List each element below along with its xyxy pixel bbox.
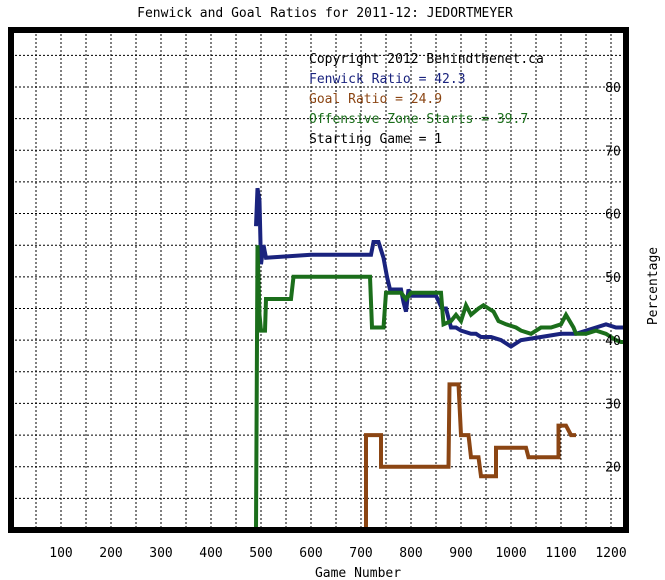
series-group [254, 187, 626, 531]
legend-entry: Fenwick Ratio = 42.3 [309, 72, 466, 87]
y-tick-label: 70 [605, 144, 621, 159]
y-tick-label: 40 [605, 334, 621, 349]
chart-title: Fenwick and Goal Ratios for 2011-12: JED… [137, 6, 513, 21]
x-tick-label: 400 [199, 546, 222, 561]
x-tick-label: 500 [249, 546, 272, 561]
series-line-2 [364, 382, 576, 530]
legend-entry: Starting Game = 1 [309, 132, 442, 147]
x-tick-label: 800 [399, 546, 422, 561]
y-axis-title: Percentage [646, 247, 661, 325]
legend-entry: Offensive Zone Starts = 39.7 [309, 112, 528, 127]
x-axis-title: Game Number [315, 566, 401, 580]
x-tick-label: 700 [349, 546, 372, 561]
x-tick-label: 1100 [545, 546, 576, 561]
y-tick-label: 20 [605, 461, 621, 476]
x-tick-label: 100 [49, 546, 72, 561]
x-tick-label: 1200 [595, 546, 626, 561]
x-tick-label: 1000 [495, 546, 526, 561]
legend-entry: Copyright 2012 Behindthenet.ca [309, 52, 544, 67]
x-tick-label: 300 [149, 546, 172, 561]
series-line-1 [254, 245, 626, 531]
x-tick-label: 200 [99, 546, 122, 561]
plot-frame [8, 27, 629, 533]
legend-entry: Goal Ratio = 24.9 [309, 92, 442, 107]
series-line-0 [254, 187, 626, 349]
y-tick-labels: 20 30 40 50 60 70 80 [605, 81, 621, 476]
legend: Copyright 2012 Behindthenet.ca Fenwick Ra… [309, 52, 544, 147]
y-tick-label: 80 [605, 81, 621, 96]
x-tick-labels: 100 200 300 400 500 600 700 800 900 1000 1100 1200 [49, 546, 626, 561]
y-tick-label: 30 [605, 397, 621, 412]
x-tick-label: 900 [449, 546, 472, 561]
x-tick-label: 600 [299, 546, 322, 561]
y-tick-label: 60 [605, 208, 621, 223]
y-tick-label: 50 [605, 271, 621, 286]
